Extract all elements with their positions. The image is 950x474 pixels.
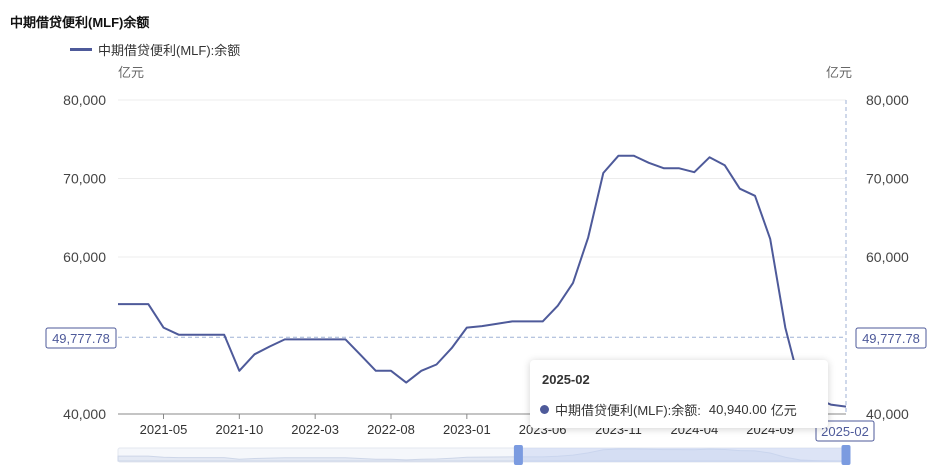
chart-title: 中期借贷便利(MLF)余额 bbox=[10, 15, 150, 30]
axis-pointer-value-right: 49,777.78 bbox=[862, 331, 920, 346]
y-tick-label-right: 40,000 bbox=[866, 406, 909, 422]
y-tick-label-left: 40,000 bbox=[63, 406, 106, 422]
tooltip-series-dot bbox=[540, 405, 549, 414]
axis-pointer-label-left: 49,777.78 bbox=[45, 327, 117, 349]
datazoom-slider[interactable] bbox=[117, 445, 851, 465]
y-tick-label-left: 60,000 bbox=[63, 249, 106, 265]
tooltip-row: 中期借贷便利(MLF):余额: 40,940.00 亿元 bbox=[540, 400, 797, 419]
y-axis-unit-right: 亿元 bbox=[826, 65, 852, 80]
legend-series-label: 中期借贷便利(MLF):余额 bbox=[98, 43, 241, 58]
tooltip-series-label: 中期借贷便利(MLF):余额: bbox=[555, 403, 701, 418]
legend[interactable]: 中期借贷便利(MLF):余额 bbox=[70, 40, 240, 59]
datazoom-handle-left[interactable] bbox=[513, 445, 523, 465]
axis-pointer-date: 2025-02 bbox=[821, 424, 869, 439]
x-tick-label: 2021-05 bbox=[140, 422, 188, 437]
datazoom-selection[interactable] bbox=[518, 448, 846, 462]
tooltip-unit: 亿元 bbox=[770, 403, 797, 418]
axis-pointer-value-left: 49,777.78 bbox=[52, 331, 110, 346]
x-tick-label: 2023-01 bbox=[443, 422, 491, 437]
tooltip-value: 40,940.00 bbox=[708, 402, 767, 417]
y-tick-label-right: 60,000 bbox=[866, 249, 909, 265]
x-tick-label: 2021-10 bbox=[215, 422, 263, 437]
tooltip-title: 2025-02 bbox=[542, 372, 590, 387]
series-line-mlf[interactable] bbox=[118, 154, 847, 408]
y-axis-unit-left: 亿元 bbox=[118, 65, 144, 80]
x-tick-label: 2022-03 bbox=[291, 422, 339, 437]
y-axis-labels: 40,000 40,000 60,000 60,000 70,000 70,000 80,0… bbox=[63, 92, 909, 422]
y-tick-label-left: 80,000 bbox=[63, 92, 106, 108]
grid-lines bbox=[118, 99, 846, 258]
datazoom-handle-right[interactable] bbox=[841, 445, 851, 465]
tooltip: 2025-02 中期借贷便利(MLF):余额: 40,940.00 亿元 bbox=[530, 360, 828, 428]
y-tick-label-right: 80,000 bbox=[866, 92, 909, 108]
y-tick-label-left: 70,000 bbox=[63, 171, 106, 187]
x-tick-label: 2022-08 bbox=[367, 422, 415, 437]
legend-line-swatch bbox=[70, 48, 92, 51]
axis-pointer-label-x: 2025-02 bbox=[815, 420, 875, 442]
axis-pointer-label-right: 49,777.78 bbox=[855, 327, 927, 349]
y-tick-label-right: 70,000 bbox=[866, 171, 909, 187]
